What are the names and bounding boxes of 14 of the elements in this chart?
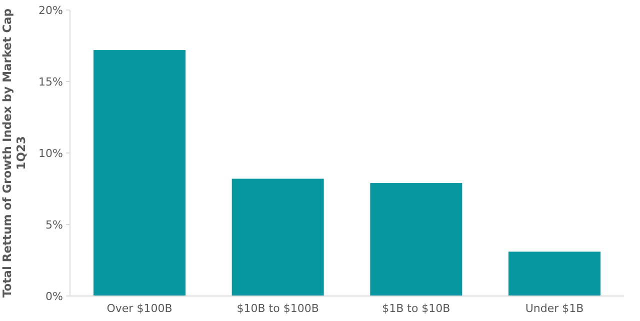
x-tick-label: $10B to $100B xyxy=(236,302,319,315)
y-tick-label: 0% xyxy=(46,290,63,303)
y-tick-label: 15% xyxy=(38,75,63,88)
x-tick-label: Under $1B xyxy=(525,302,584,315)
y-tick-label: 5% xyxy=(46,218,63,232)
bar xyxy=(508,252,600,296)
y-tick-label: 10% xyxy=(38,146,63,160)
y-tick-label: 20% xyxy=(38,4,63,17)
bar xyxy=(370,183,462,296)
y-axis-title: Total Rettum of Growth Index by Market Cap 1Q23 xyxy=(0,8,28,298)
x-tick-label: Over $100B xyxy=(106,302,172,315)
x-tick-label: $1B to $10B xyxy=(382,302,450,315)
bar xyxy=(94,50,186,296)
bar xyxy=(232,178,324,296)
